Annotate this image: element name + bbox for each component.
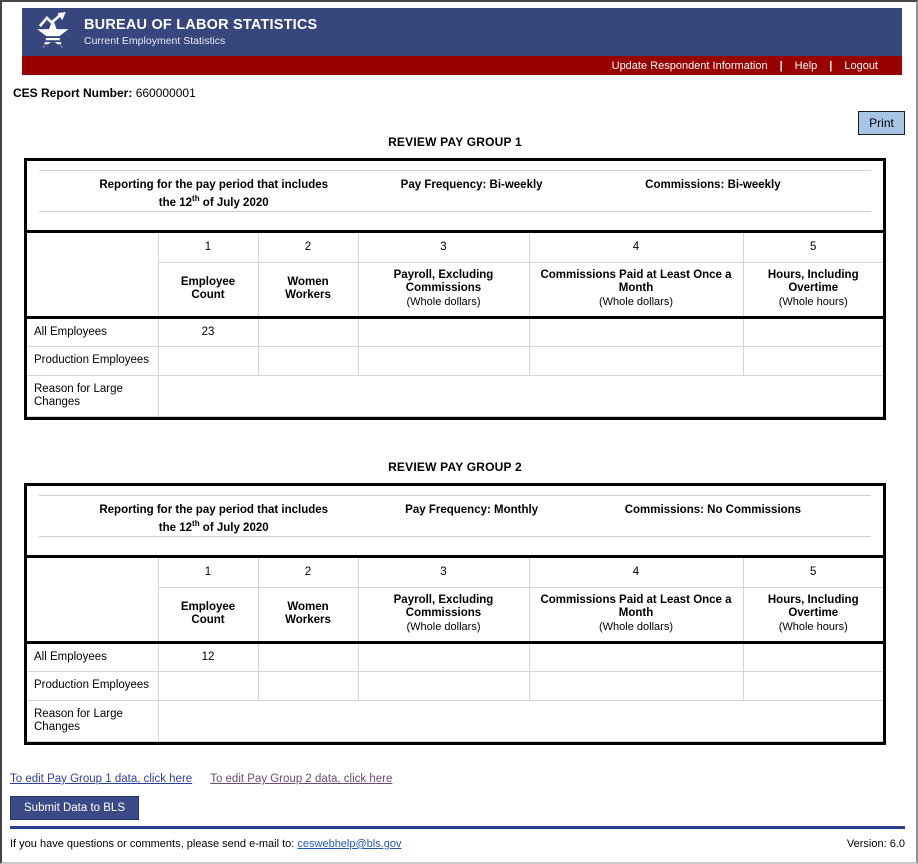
data-cell bbox=[742, 641, 883, 672]
all-employees-row: All Employees 23 bbox=[27, 316, 883, 347]
column-number-row: 1 2 3 4 5 bbox=[27, 558, 883, 644]
reason-cell bbox=[157, 374, 883, 417]
data-cell bbox=[257, 345, 359, 376]
pay-group-2-info-row: Reporting for the pay period that includ… bbox=[27, 495, 883, 558]
pay-group-1-table: Reporting for the pay period that includ… bbox=[24, 158, 886, 420]
column-number: 5 bbox=[742, 558, 883, 588]
data-cell bbox=[157, 670, 259, 701]
site-title: BUREAU OF LABOR STATISTICS bbox=[84, 17, 318, 33]
column-header-payroll: Payroll, Excluding Commissions (Whole doll… bbox=[357, 261, 530, 319]
data-cell bbox=[257, 316, 359, 347]
masthead: BUREAU OF LABOR STATISTICS Current Emplo… bbox=[22, 8, 902, 56]
column-number-row: 1 2 3 4 5 bbox=[27, 233, 883, 319]
data-cell bbox=[357, 345, 530, 376]
row-label: Production Employees bbox=[27, 670, 159, 701]
commissions-text: Commissions: Bi-weekly bbox=[645, 179, 781, 191]
pay-group-1-title: REVIEW PAY GROUP 1 bbox=[388, 135, 522, 149]
pay-group-1-info-row: Reporting for the pay period that includ… bbox=[27, 170, 883, 233]
data-cell bbox=[528, 641, 744, 672]
commissions-text: Commissions: No Commissions bbox=[624, 504, 802, 516]
reason-cell bbox=[157, 699, 883, 742]
row-label: All Employees bbox=[27, 316, 159, 347]
column-header-hours: Hours, Including Overtime (Whole hours) bbox=[742, 261, 883, 319]
column-header-employee-count: Employee Count bbox=[158, 261, 259, 319]
column-number: 2 bbox=[257, 233, 359, 263]
data-cell bbox=[257, 670, 359, 701]
pay-group-2-title: REVIEW PAY GROUP 2 bbox=[388, 460, 522, 474]
column-header-commissions: Commissions Paid at Least Once a Month (Wh… bbox=[528, 586, 744, 644]
data-cell bbox=[742, 316, 883, 347]
pay-period-text: Reporting for the pay period that includ… bbox=[99, 504, 329, 534]
version-text: Version: 6.0 bbox=[846, 838, 905, 850]
column-header-row: Employee Count Women Workers Payroll, Excl… bbox=[27, 586, 883, 644]
data-cell bbox=[528, 670, 744, 701]
production-employees-row: Production Employees bbox=[27, 670, 883, 701]
data-cell: 23 bbox=[157, 316, 259, 347]
column-header-women-workers: Women Workers bbox=[257, 586, 359, 644]
footer: If you have questions or comments, pleas… bbox=[10, 838, 905, 850]
data-cell bbox=[357, 316, 530, 347]
top-nav-bar: Update Respondent Information | Help | L… bbox=[22, 56, 902, 75]
print-button[interactable]: Print bbox=[858, 111, 905, 135]
footer-help-text: If you have questions or comments, pleas… bbox=[10, 838, 402, 850]
column-number: 3 bbox=[357, 558, 530, 588]
ces-report-number: CES Report Number: 660000001 bbox=[13, 86, 196, 100]
nav-separator: | bbox=[779, 59, 783, 72]
row-label: Production Employees bbox=[27, 345, 159, 376]
column-header-commissions: Commissions Paid at Least Once a Month (Wh… bbox=[528, 261, 744, 319]
data-cell: 12 bbox=[157, 641, 259, 672]
column-number: 2 bbox=[257, 558, 359, 588]
column-header-women-workers: Women Workers bbox=[257, 261, 359, 319]
ces-report-number-label: CES Report Number: bbox=[13, 86, 133, 100]
column-header-hours: Hours, Including Overtime (Whole hours) bbox=[742, 586, 883, 644]
data-cell bbox=[528, 316, 744, 347]
edit-pay-group-2-link[interactable]: To edit Pay Group 2 data, click here bbox=[210, 773, 393, 785]
pay-frequency-text: Pay Frequency: Bi-weekly bbox=[400, 179, 543, 191]
ces-report-number-value: 660000001 bbox=[135, 86, 196, 100]
help-link[interactable]: Help bbox=[794, 59, 818, 72]
update-respondent-link[interactable]: Update Respondent Information bbox=[611, 59, 768, 72]
submit-data-button[interactable]: Submit Data to BLS bbox=[10, 796, 139, 820]
footer-rule bbox=[10, 826, 905, 829]
column-number: 5 bbox=[742, 233, 883, 263]
corner-cell bbox=[27, 233, 159, 319]
logout-link[interactable]: Logout bbox=[844, 59, 878, 72]
edit-pay-group-1-link[interactable]: To edit Pay Group 1 data, click here bbox=[10, 773, 193, 785]
pay-frequency-text: Pay Frequency: Monthly bbox=[405, 504, 539, 516]
data-cell bbox=[528, 345, 744, 376]
site-subtitle: Current Employment Statistics bbox=[84, 35, 226, 47]
column-header-payroll: Payroll, Excluding Commissions (Whole doll… bbox=[357, 586, 530, 644]
column-number: 3 bbox=[357, 233, 530, 263]
data-cell bbox=[742, 345, 883, 376]
data-cell bbox=[257, 641, 359, 672]
corner-cell bbox=[27, 558, 159, 644]
edit-links-row: To edit Pay Group 1 data, click here To … bbox=[10, 773, 392, 785]
pay-period-text: Reporting for the pay period that includ… bbox=[99, 179, 329, 209]
bls-logo-star-icon bbox=[36, 12, 70, 48]
all-employees-row: All Employees 12 bbox=[27, 641, 883, 672]
column-number: 1 bbox=[157, 558, 259, 588]
masthead-text: BUREAU OF LABOR STATISTICS Current Emplo… bbox=[84, 17, 317, 47]
data-cell bbox=[742, 670, 883, 701]
data-cell bbox=[157, 345, 259, 376]
pay-group-2-table: Reporting for the pay period that includ… bbox=[24, 483, 886, 745]
production-employees-row: Production Employees bbox=[27, 345, 883, 376]
row-label: Reason for Large Changes bbox=[27, 374, 159, 417]
data-cell bbox=[357, 641, 530, 672]
column-number: 4 bbox=[528, 233, 744, 263]
data-cell bbox=[357, 670, 530, 701]
row-label: Reason for Large Changes bbox=[27, 699, 159, 742]
column-header-employee-count: Employee Count bbox=[158, 586, 259, 644]
nav-separator: | bbox=[829, 59, 833, 72]
column-number: 4 bbox=[528, 558, 744, 588]
column-number: 1 bbox=[157, 233, 259, 263]
support-email-link[interactable]: ceswebhelp@bls.gov bbox=[297, 838, 402, 850]
reason-for-large-changes-row: Reason for Large Changes bbox=[27, 699, 883, 742]
row-label: All Employees bbox=[27, 641, 159, 672]
column-header-row: Employee Count Women Workers Payroll, Excl… bbox=[27, 261, 883, 319]
reason-for-large-changes-row: Reason for Large Changes bbox=[27, 374, 883, 417]
